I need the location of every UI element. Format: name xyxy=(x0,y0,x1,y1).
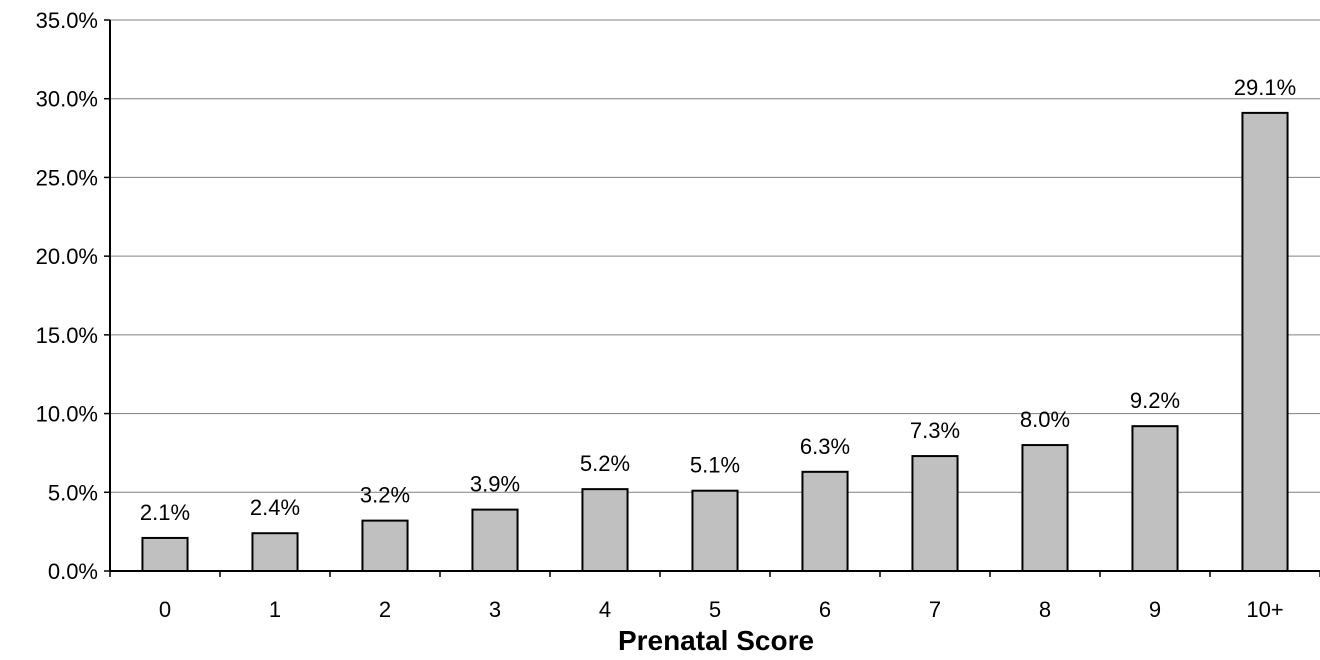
bar-10+ xyxy=(1241,111,1289,573)
data-label: 2.1% xyxy=(140,500,190,525)
x-tick-label: 10+ xyxy=(1246,597,1283,622)
data-label: 9.2% xyxy=(1130,388,1180,413)
gridlines xyxy=(110,19,1320,493)
data-labels: 2.1% 2.4% 3.2% 3.9% 5.2% 5.1% 6.3% 7.3% 8.0% 9.2%… xyxy=(140,75,1296,525)
bar-1 xyxy=(251,532,299,573)
bar-0 xyxy=(141,536,189,573)
x-tick-label: 0 xyxy=(159,597,171,622)
x-tick-label: 2 xyxy=(379,597,391,622)
y-tick-label: 5.0% xyxy=(48,480,98,505)
bar-9 xyxy=(1131,425,1179,572)
data-label: 5.1% xyxy=(690,453,740,478)
bar-3 xyxy=(471,508,519,572)
y-tick-labels: 0.0% 5.0% 10.0% 15.0% 20.0% 25.0% 30.0% 35.0% xyxy=(36,8,98,584)
axes xyxy=(104,19,1320,577)
y-tick-label: 10.0% xyxy=(36,402,98,427)
y-tick-label: 20.0% xyxy=(36,244,98,269)
data-label: 8.0% xyxy=(1020,407,1070,432)
data-label: 3.9% xyxy=(470,472,520,497)
y-tick-label: 30.0% xyxy=(36,87,98,112)
x-tick-labels: 0 1 2 3 4 5 6 7 8 9 10+ xyxy=(159,597,1284,622)
y-tick-label: 15.0% xyxy=(36,323,98,348)
y-tick-label: 0.0% xyxy=(48,559,98,584)
x-axis-title: Prenatal Score xyxy=(618,625,814,656)
bar-4 xyxy=(581,488,629,572)
x-tick-label: 4 xyxy=(599,597,611,622)
bar-5 xyxy=(691,489,739,572)
bar-7 xyxy=(911,455,959,573)
data-label: 29.1% xyxy=(1234,75,1296,100)
y-tick-label: 25.0% xyxy=(36,165,98,190)
x-tick-label: 8 xyxy=(1039,597,1051,622)
data-label: 3.2% xyxy=(360,483,410,508)
data-label: 7.3% xyxy=(910,418,960,443)
data-label: 5.2% xyxy=(580,451,630,476)
bar-6 xyxy=(801,470,849,573)
x-tick-label: 3 xyxy=(489,597,501,622)
bar-8 xyxy=(1021,444,1069,572)
x-tick-label: 6 xyxy=(819,597,831,622)
x-tick-label: 5 xyxy=(709,597,721,622)
data-label: 2.4% xyxy=(250,495,300,520)
y-tick-label: 35.0% xyxy=(36,8,98,33)
bar-2 xyxy=(361,519,409,573)
x-tick-label: 9 xyxy=(1149,597,1161,622)
data-label: 6.3% xyxy=(800,434,850,459)
bars xyxy=(141,111,1289,573)
x-tick-label: 1 xyxy=(269,597,281,622)
x-tick-label: 7 xyxy=(929,597,941,622)
